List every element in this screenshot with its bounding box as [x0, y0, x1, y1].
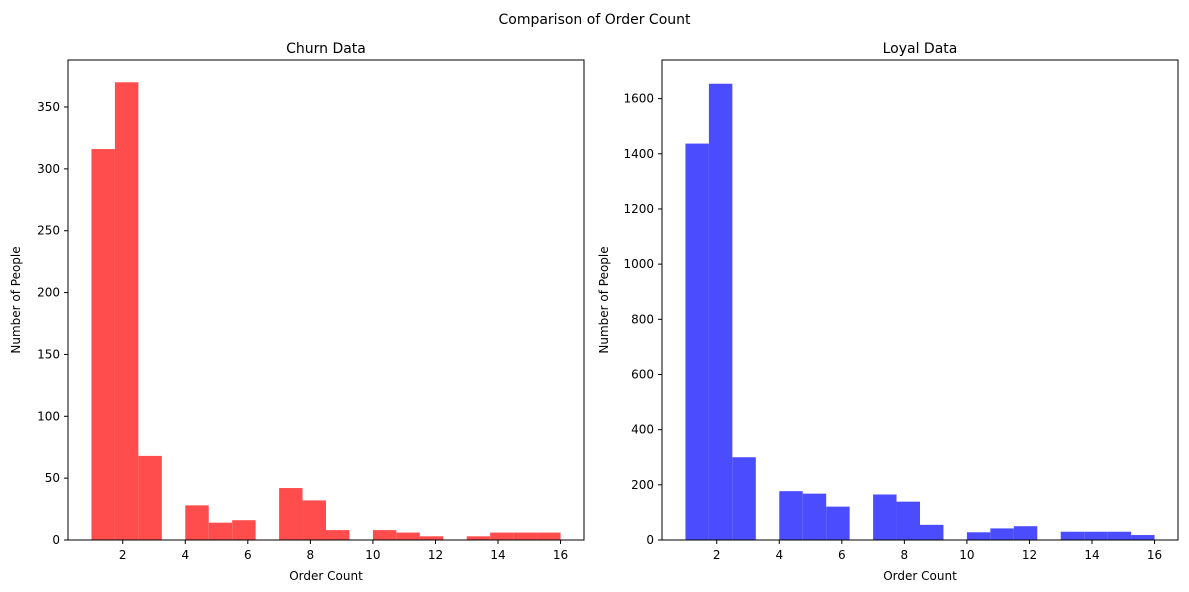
chart-0-y-tick-label: 300 [37, 162, 60, 176]
chart-1-bar [802, 493, 827, 540]
chart-0-bar [372, 530, 397, 540]
chart-1-bar [1084, 531, 1108, 540]
chart-0-bar [185, 505, 209, 540]
chart-0-axes-frame [67, 59, 585, 541]
chart-0-bar [396, 532, 420, 540]
chart-0-x-tick-label: 14 [490, 548, 505, 562]
chart-1-x-tick-label: 8 [901, 548, 909, 562]
chart-1-x-tick-label: 6 [838, 548, 846, 562]
chart-1-bar [873, 494, 897, 540]
chart-0-bar [302, 500, 326, 540]
chart-1-y-tick-label: 1600 [623, 92, 654, 106]
chart-0-y-tick-label: 200 [37, 286, 60, 300]
chart-0-bar [279, 488, 303, 540]
chart-0-x-tick-label: 12 [428, 548, 443, 562]
chart-1-y-tick-label: 1200 [623, 202, 654, 216]
chart-0-y-tick-label: 50 [45, 471, 60, 485]
chart-0-bar [114, 82, 139, 541]
chart-1-y-tick-label: 0 [646, 533, 654, 547]
chart-1-y-label: Number of People [597, 246, 611, 353]
chart-0-bar [490, 532, 514, 540]
chart-0-bar [513, 532, 538, 540]
chart-0-bar [466, 536, 491, 540]
chart-0-y-tick-label: 100 [37, 409, 60, 423]
chart-0-bar [232, 520, 256, 540]
chart-1-bar [1013, 526, 1038, 540]
chart-0-x-tick-label: 6 [244, 548, 252, 562]
chart-1-axes-frame [661, 59, 1179, 541]
chart-1-bar [685, 143, 709, 540]
chart-0-plot: 2 4 6 8 10 12 14 16 0 50 100 150 200 250 300 350 Churn D… [9, 41, 585, 583]
chart-1-y-tick-label: 1400 [623, 147, 654, 161]
chart-0-bar [537, 532, 561, 540]
chart-1-y-tick-label: 800 [631, 312, 654, 326]
chart-0-y-tick-label: 0 [52, 533, 60, 547]
chart-1-bar [732, 457, 756, 540]
chart-0-x-tick-label: 10 [365, 548, 380, 562]
chart-1-bar [1107, 531, 1132, 540]
chart-1-x-tick-label: 4 [775, 548, 783, 562]
chart-0-y-tick-label: 350 [37, 100, 60, 114]
chart-1-plot: 2 4 6 8 10 12 14 16 0 200 400 600 800 1000 1200 1400 160… [597, 41, 1179, 583]
chart-1-x-label: Order Count [883, 569, 957, 583]
chart-1-y-tick-label: 1000 [623, 257, 654, 271]
chart-0-bar [419, 536, 444, 540]
chart-0-x-label: Order Count [289, 569, 363, 583]
chart-1-title: Loyal Data [883, 41, 958, 57]
chart-1-y-tick-label: 600 [631, 367, 654, 381]
chart-0-x-tick-label: 4 [181, 548, 189, 562]
chart-1-bar [1131, 535, 1155, 540]
chart-0-y-label: Number of People [9, 246, 23, 353]
chart-1-bar [920, 524, 944, 540]
chart-0-x-tick-label: 16 [553, 548, 568, 562]
chart-0-x-tick-label: 2 [119, 548, 127, 562]
chart-1-bar [990, 528, 1014, 540]
chart-1-x-tick-label: 2 [713, 548, 721, 562]
chart-0-title: Churn Data [286, 41, 366, 57]
chart-0-y-tick-label: 250 [37, 224, 60, 238]
chart-1-bar [966, 532, 991, 540]
chart-1-bar [896, 501, 920, 540]
chart-1-bar [779, 491, 803, 540]
chart-1-bar [708, 83, 733, 541]
figure-title: Comparison of Order Count [498, 12, 691, 28]
chart-0-y-tick-label: 150 [37, 347, 60, 361]
chart-1-x-tick-label: 14 [1084, 548, 1099, 562]
chart-1-x-tick-label: 12 [1022, 548, 1037, 562]
chart-0-bar [91, 149, 115, 541]
chart-0-bar [326, 530, 350, 540]
chart-1-x-tick-label: 16 [1147, 548, 1162, 562]
chart-1-bar [1060, 531, 1085, 540]
chart-1-y-tick-label: 400 [631, 423, 654, 437]
chart-0-bar [138, 455, 162, 540]
chart-1-y-tick-label: 200 [631, 478, 654, 492]
chart-0-x-tick-label: 8 [307, 548, 315, 562]
chart-1-bar [826, 506, 850, 540]
chart-1-x-tick-label: 10 [959, 548, 974, 562]
chart-0-bar [208, 522, 233, 540]
